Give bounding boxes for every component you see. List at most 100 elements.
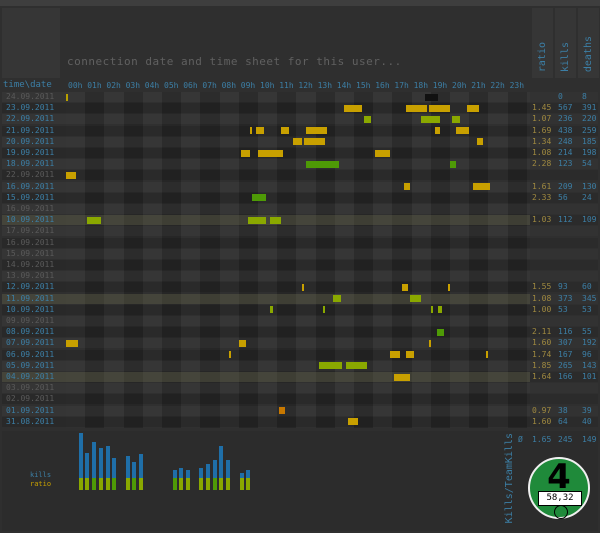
session-bar[interactable] bbox=[332, 295, 341, 303]
date-row[interactable]: 07.09.2011 bbox=[2, 338, 530, 348]
session-bar[interactable] bbox=[425, 93, 439, 101]
row-ratio: 1.07 bbox=[532, 114, 552, 124]
kills-column-header[interactable]: kills bbox=[555, 8, 576, 78]
session-bar[interactable] bbox=[269, 306, 274, 314]
session-bar[interactable] bbox=[448, 283, 451, 291]
date-row[interactable]: 05.09.2011 bbox=[2, 361, 530, 371]
hour-column bbox=[315, 92, 335, 428]
date-row[interactable]: 13.09.2011 bbox=[2, 271, 530, 281]
session-bar[interactable] bbox=[434, 127, 441, 135]
session-bar[interactable] bbox=[450, 160, 456, 168]
session-bar[interactable] bbox=[292, 138, 303, 146]
date-row[interactable]: 24.09.2011 bbox=[2, 92, 530, 102]
deaths-column-label: deaths bbox=[583, 35, 594, 72]
session-bar[interactable] bbox=[281, 127, 289, 135]
session-bar[interactable] bbox=[250, 127, 253, 135]
session-bar[interactable] bbox=[436, 328, 445, 336]
date-row[interactable]: 31.08.2011 bbox=[2, 416, 530, 427]
date-row[interactable]: 10.09.2011 bbox=[2, 304, 530, 315]
session-bar[interactable] bbox=[256, 127, 264, 135]
session-bar[interactable] bbox=[304, 138, 326, 146]
session-bar[interactable] bbox=[473, 183, 491, 191]
session-bar[interactable] bbox=[323, 306, 326, 314]
session-bar[interactable] bbox=[405, 104, 427, 112]
hour-column bbox=[430, 92, 450, 428]
session-bar[interactable] bbox=[390, 351, 401, 359]
rank-badge[interactable]: 4 58,32 bbox=[528, 457, 590, 519]
session-bar[interactable] bbox=[375, 149, 391, 157]
date-row[interactable]: 23.09.2011 bbox=[2, 103, 530, 114]
deaths-column-header[interactable]: deaths bbox=[578, 8, 599, 78]
session-bar[interactable] bbox=[467, 104, 479, 112]
session-bar[interactable] bbox=[428, 339, 431, 347]
date-row[interactable]: 22.09.2011 bbox=[2, 170, 530, 181]
date-row[interactable]: 12.09.2011 bbox=[2, 282, 530, 293]
session-bar[interactable] bbox=[402, 283, 408, 291]
session-bar[interactable] bbox=[258, 149, 283, 157]
row-deaths: 53 bbox=[582, 304, 592, 314]
hour-ratio-bar bbox=[199, 478, 204, 490]
session-bar[interactable] bbox=[438, 306, 443, 314]
session-bar[interactable] bbox=[66, 339, 78, 347]
hour-kills-bar bbox=[85, 453, 90, 478]
session-bar[interactable] bbox=[238, 339, 247, 347]
ratio-column-header[interactable]: ratio bbox=[532, 8, 553, 78]
session-bar[interactable] bbox=[66, 93, 68, 101]
session-bar[interactable] bbox=[421, 115, 441, 123]
date-row[interactable]: 22.09.2011 bbox=[2, 114, 530, 124]
session-bar[interactable] bbox=[405, 351, 414, 359]
row-ratio: 1.55 bbox=[532, 282, 552, 292]
date-row[interactable]: 21.09.2011 bbox=[2, 125, 530, 136]
session-bar[interactable] bbox=[240, 149, 251, 157]
session-bar[interactable] bbox=[348, 418, 358, 426]
session-bar[interactable] bbox=[428, 104, 450, 112]
hour-label: 22h bbox=[490, 81, 505, 90]
session-bar[interactable] bbox=[269, 216, 282, 224]
hour-label: 02h bbox=[106, 81, 121, 90]
session-bar[interactable] bbox=[409, 295, 422, 303]
row-stats: 1.45 567 391 bbox=[530, 103, 598, 114]
session-bar[interactable] bbox=[394, 373, 410, 381]
session-bar[interactable] bbox=[319, 362, 343, 370]
date-row[interactable]: 15.09.2011 bbox=[2, 249, 530, 259]
date-row[interactable]: 16.09.2011 bbox=[2, 204, 530, 214]
session-bar[interactable] bbox=[66, 171, 76, 179]
date-row[interactable]: 06.09.2011 bbox=[2, 349, 530, 360]
date-row[interactable]: 16.09.2011 bbox=[2, 182, 530, 192]
session-bar[interactable] bbox=[306, 160, 339, 168]
date-row[interactable]: 18.09.2011 bbox=[2, 159, 530, 169]
session-bar[interactable] bbox=[252, 194, 266, 202]
date-row[interactable]: 14.09.2011 bbox=[2, 260, 530, 270]
session-bar[interactable] bbox=[430, 306, 433, 314]
row-stats: 2.33 56 24 bbox=[530, 192, 598, 203]
session-bar[interactable] bbox=[346, 362, 368, 370]
date-row[interactable]: 11.09.2011 bbox=[2, 293, 530, 304]
session-bar[interactable] bbox=[279, 407, 285, 415]
date-row[interactable]: 04.09.2011 bbox=[2, 372, 530, 382]
date-row[interactable]: 20.09.2011 bbox=[2, 137, 530, 147]
date-row[interactable]: 15.09.2011 bbox=[2, 192, 530, 203]
date-row[interactable]: 16.09.2011 bbox=[2, 237, 530, 248]
session-bar[interactable] bbox=[455, 127, 470, 135]
date-row[interactable]: 09.09.2011 bbox=[2, 316, 530, 326]
date-row[interactable]: 03.09.2011 bbox=[2, 383, 530, 393]
date-row[interactable]: 08.09.2011 bbox=[2, 327, 530, 338]
session-bar[interactable] bbox=[451, 115, 460, 123]
date-row[interactable]: 02.09.2011 bbox=[2, 394, 530, 405]
date-row[interactable]: 17.09.2011 bbox=[2, 226, 530, 236]
date-row[interactable]: 01.09.2011 bbox=[2, 406, 530, 416]
session-bar[interactable] bbox=[248, 216, 266, 224]
session-bar[interactable] bbox=[87, 216, 101, 224]
row-stats: 1.85 265 143 bbox=[530, 360, 598, 371]
date-row[interactable]: 10.09.2011 bbox=[2, 215, 530, 226]
session-bar[interactable] bbox=[363, 115, 372, 123]
session-bar[interactable] bbox=[306, 127, 328, 135]
session-bar[interactable] bbox=[476, 138, 483, 146]
session-bar[interactable] bbox=[344, 104, 362, 112]
hour-kills-bar bbox=[78, 433, 83, 478]
session-bar[interactable] bbox=[486, 351, 489, 359]
session-bar[interactable] bbox=[302, 283, 305, 291]
session-bar[interactable] bbox=[403, 183, 410, 191]
session-bar[interactable] bbox=[229, 351, 232, 359]
row-date: 08.09.2011 bbox=[6, 327, 55, 337]
